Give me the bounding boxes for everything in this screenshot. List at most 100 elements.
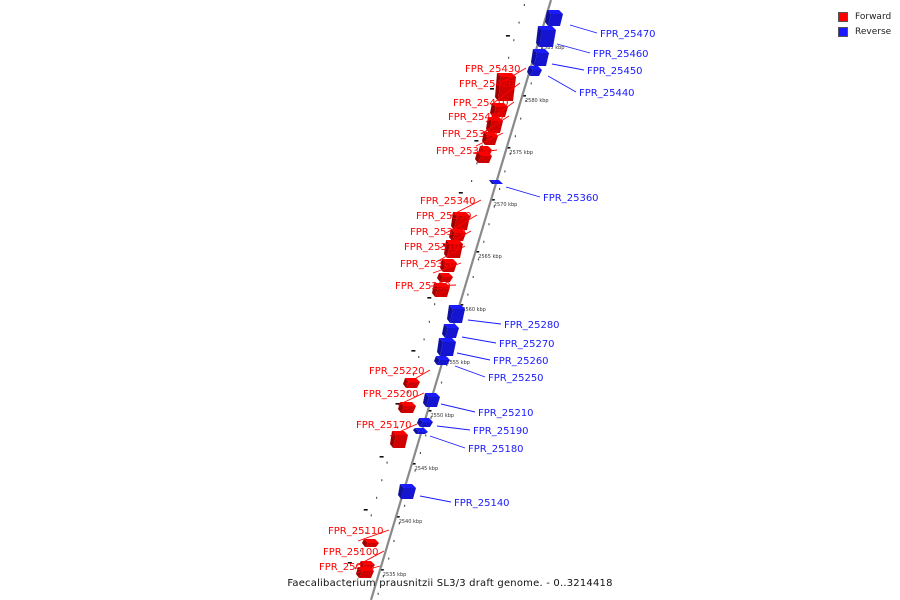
gene-label-fpr-25380[interactable]: FPR_25380 [436,146,492,157]
gene-label-fpr-25170[interactable]: FPR_25170 [356,420,412,431]
gene-label-fpr-25100[interactable]: FPR_25100 [323,547,379,558]
gene-fpr-25270[interactable] [442,324,459,338]
scale-dot-right [382,575,384,578]
gene-block-top [547,10,563,14]
gene-label-fpr-25090[interactable]: FPR_25090 [319,562,375,573]
legend-forward-label: Forward [855,11,892,22]
gene-fpr-25440[interactable] [527,66,542,76]
gene-fpr-25300[interactable] [437,273,453,282]
legend-reverse-label: Reverse [855,26,892,37]
scale-dot-left [513,39,515,42]
gene-label-fpr-25270[interactable]: FPR_25270 [499,339,555,350]
major-tick [347,562,352,564]
gene-fpr-25400[interactable] [482,132,498,145]
major-tick [506,147,511,149]
legend-forward: Forward [838,9,891,24]
gene-label-fpr-25290[interactable]: FPR_25290 [395,281,451,292]
scale-tick-label: 2550 kbp [431,413,455,419]
gene-block-side [536,26,542,47]
gene-block-face [401,406,416,413]
gene-label-fpr-25420[interactable]: FPR_25420 [459,79,515,90]
gene-label-fpr-25340[interactable]: FPR_25340 [420,196,476,207]
gene-fpr-25360[interactable] [489,180,503,184]
scale-tick-label: 2560 kbp [462,307,486,313]
gene-fpr-25450[interactable] [531,49,549,66]
gene-fpr-25380[interactable] [475,152,492,163]
gene-fpr-25280[interactable] [447,305,465,323]
gene-block-side [527,66,533,76]
leader-line [355,565,381,574]
scale-dot-right [499,188,501,190]
gene-label-fpr-25400[interactable]: FPR_25400 [448,112,504,123]
gene-label-fpr-25360[interactable]: FPR_25360 [543,193,599,204]
gene-label-fpr-25250[interactable]: FPR_25250 [488,373,544,384]
major-tick [411,350,416,352]
gene-label-fpr-25470[interactable]: FPR_25470 [600,29,656,40]
reverse-swatch [838,26,848,37]
gene-label-fpr-25440[interactable]: FPR_25440 [579,88,635,99]
gene-label-fpr-25180[interactable]: FPR_25180 [468,444,524,455]
gene-fpr-25220[interactable] [403,378,420,388]
gene-label-fpr-25260[interactable]: FPR_25260 [493,356,549,367]
gene-label-fpr-25300[interactable]: FPR_25300 [400,259,456,270]
gene-block-top [442,259,457,263]
gene-block-side [545,10,551,26]
gene-label-fpr-25330[interactable]: FPR_25330 [416,211,472,222]
gene-block-face [359,571,374,578]
scale-tick-label: 2555 kbp [446,360,470,366]
gene-label-fpr-25410[interactable]: FPR_25410 [453,98,509,109]
gene-fpr-25470[interactable] [545,10,563,26]
gene-fpr-25190[interactable] [417,418,433,427]
gene-block-face [437,360,450,365]
gene-label-fpr-25190[interactable]: FPR_25190 [473,426,529,437]
gene-label-fpr-25320[interactable]: FPR_25320 [410,227,466,238]
scale-dot-left [476,162,478,165]
major-tick [395,403,400,405]
gene-block-face [539,30,556,47]
gene-fpr-25250[interactable] [434,356,450,365]
gene-fpr-25430[interactable] [495,73,516,101]
gene-block-top [425,393,440,397]
leader-line [498,67,527,85]
gene-block-side [449,229,455,241]
gene-label-fpr-25140[interactable]: FPR_25140 [454,498,510,509]
gene-block-face [440,277,453,282]
gene-label-fpr-25460[interactable]: FPR_25460 [593,49,649,60]
gene-fpr-25310[interactable] [440,259,457,272]
leader-line [472,149,498,154]
gene-block-side [482,132,488,145]
gene-label-fpr-25390[interactable]: FPR_25390 [442,129,498,140]
gene-fpr-25210[interactable] [423,393,440,407]
gene-label-fpr-25210[interactable]: FPR_25210 [478,408,534,419]
gene-fpr-25090[interactable] [356,567,374,578]
gene-label-fpr-25280[interactable]: FPR_25280 [504,320,560,331]
gene-block-top [358,567,374,571]
gene-fpr-25460[interactable] [536,26,556,47]
gene-fpr-25110[interactable] [362,539,379,547]
gene-fpr-25140[interactable] [398,484,416,499]
genome-backbone [369,0,553,600]
leader-line [419,495,452,503]
scale-tick-label: 2570 kbp [494,202,518,208]
gene-block-face [426,397,440,407]
gene-fpr-25180[interactable] [413,428,428,434]
gene-block-side [437,338,443,356]
gene-label-fpr-25430[interactable]: FPR_25430 [465,64,521,75]
scale-tick-label: 2565 kbp [478,254,502,260]
gene-block-top [453,212,470,216]
gene-label-fpr-25450[interactable]: FPR_25450 [587,66,643,77]
gene-label-fpr-25310[interactable]: FPR_25310 [404,242,460,253]
gene-block-face [498,77,516,101]
gene-label-fpr-25110[interactable]: FPR_25110 [328,526,384,537]
gene-fpr-25260[interactable] [437,338,456,356]
scale-dot-left [471,180,473,182]
gene-fpr-25170[interactable] [390,431,408,448]
leader-line [467,319,502,325]
legend-reverse: Reverse [838,24,891,39]
scale-tick-label: 2535 kbp [383,572,407,578]
gene-label-fpr-25220[interactable]: FPR_25220 [369,366,425,377]
gene-block-top [419,418,433,422]
gene-block-top [361,561,375,565]
scale-dot-left [407,391,409,394]
gene-label-fpr-25200[interactable]: FPR_25200 [363,389,419,400]
